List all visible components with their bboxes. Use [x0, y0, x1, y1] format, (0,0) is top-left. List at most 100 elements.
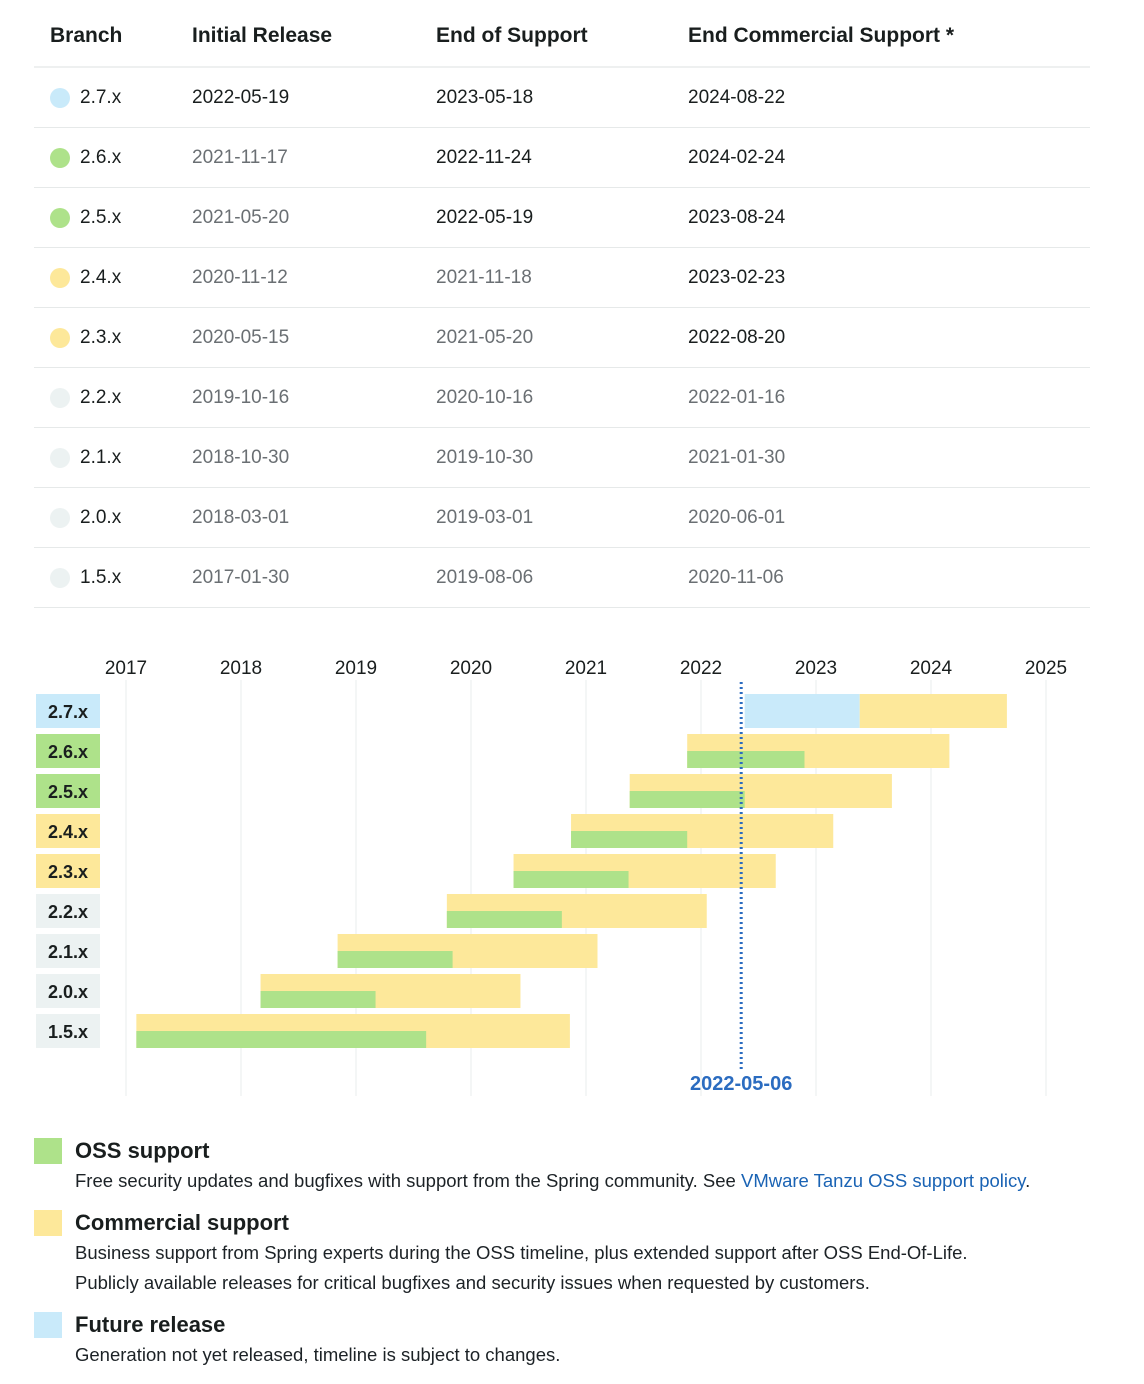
table-row: 2.5.x 2021-05-20 2022-05-19 2023-08-24	[34, 187, 1090, 248]
status-dot-icon	[50, 207, 70, 228]
status-dot-icon	[50, 267, 70, 288]
end-of-support-cell: 2019-08-06	[420, 547, 672, 608]
initial-release-cell: 2017-01-30	[176, 547, 420, 608]
legend-desc-commercial-2: Publicly available releases for critical…	[75, 1272, 870, 1293]
end-commercial-support-cell: 2020-06-01	[672, 487, 1090, 548]
legend-item-commercial: Commercial support Business support from…	[34, 1208, 1114, 1298]
end-commercial-support-cell: 2024-02-24	[672, 127, 1090, 188]
branch-cell: 2.5.x	[34, 187, 176, 248]
status-dot-icon	[50, 147, 70, 168]
timeline-branch-label: 2.6.x	[48, 742, 88, 762]
branch-label: 2.2.x	[80, 386, 122, 408]
oss-support-bar	[136, 1031, 427, 1048]
legend-item-future: Future release Generation not yet releas…	[34, 1310, 1114, 1370]
table-row: 2.7.x 2022-05-19 2023-05-18 2024-08-22	[34, 67, 1090, 128]
year-tick-label: 2018	[220, 658, 262, 679]
legend-desc-oss-text: Free security updates and bugfixes with …	[75, 1170, 741, 1191]
branch-cell: 1.5.x	[34, 547, 176, 608]
legend-desc-future: Generation not yet released, timeline is…	[75, 1344, 561, 1365]
timeline-branch-label: 2.3.x	[48, 862, 88, 882]
timeline-branch-box	[36, 1014, 100, 1048]
timeline-branch-box	[36, 774, 100, 808]
branch-label: 2.7.x	[80, 86, 122, 108]
year-tick-label: 2023	[795, 658, 837, 679]
timeline-branch-box	[36, 854, 100, 888]
oss-swatch	[34, 1138, 62, 1164]
oss-support-bar	[571, 831, 688, 848]
end-of-support-cell: 2019-03-01	[420, 487, 672, 548]
year-tick-label: 2019	[335, 658, 377, 679]
branch-label: 2.6.x	[80, 146, 122, 168]
initial-release-cell: 2020-05-15	[176, 307, 420, 368]
year-tick-label: 2020	[450, 658, 492, 679]
table-row: 2.2.x 2019-10-16 2020-10-16 2022-01-16	[34, 367, 1090, 428]
branch-cell-content: 2.1.x	[50, 447, 176, 469]
table-row: 1.5.x 2017-01-30 2019-08-06 2020-11-06	[34, 547, 1090, 608]
header-end-of-support: End of Support	[420, 6, 672, 68]
end-commercial-support-cell: 2021-01-30	[672, 427, 1090, 488]
oss-support-bar	[260, 991, 376, 1008]
branch-cell: 2.7.x	[34, 67, 176, 128]
timeline-branch-label: 2.7.x	[48, 702, 88, 722]
future-swatch	[34, 1312, 62, 1338]
timeline-chart: 2017 2018 2019 2020 2021 2022 2023 2024 2025 2.7.…	[36, 658, 1067, 1096]
branch-label: 2.4.x	[80, 266, 122, 288]
branch-cell-content: 2.5.x	[50, 207, 176, 229]
initial-release-cell: 2018-03-01	[176, 487, 420, 548]
initial-release-cell: 2021-05-20	[176, 187, 420, 248]
timeline-branch-box	[36, 694, 100, 728]
branch-label: 2.1.x	[80, 446, 122, 468]
status-dot-icon	[50, 87, 70, 108]
status-dot-icon	[50, 387, 70, 408]
timeline-branch-box	[36, 734, 100, 768]
end-of-support-cell: 2022-05-19	[420, 187, 672, 248]
branch-cell: 2.0.x	[34, 487, 176, 548]
end-of-support-cell: 2021-11-18	[420, 247, 672, 308]
end-commercial-support-cell: 2024-08-22	[672, 67, 1090, 128]
table-header-row: Branch Initial Release End of Support En…	[34, 6, 1090, 68]
status-dot-icon	[50, 327, 70, 348]
commercial-support-bar	[859, 694, 1007, 728]
initial-release-cell: 2022-05-19	[176, 67, 420, 128]
support-timeline: 2017 2018 2019 2020 2021 2022 2023 2024 2025 2.7.…	[0, 640, 1144, 1110]
branch-cell-content: 2.7.x	[50, 87, 176, 109]
timeline-branch-box	[36, 894, 100, 928]
oss-support-bar	[629, 791, 745, 808]
year-tick-label: 2024	[910, 658, 953, 679]
branch-cell: 2.2.x	[34, 367, 176, 428]
branch-label: 2.0.x	[80, 506, 122, 528]
timeline-branch-label: 2.4.x	[48, 822, 88, 842]
legend-title-future: Future release	[75, 1312, 226, 1337]
table-row: 2.3.x 2020-05-15 2021-05-20 2022-08-20	[34, 307, 1090, 368]
table-row: 2.6.x 2021-11-17 2022-11-24 2024-02-24	[34, 127, 1090, 188]
timeline-branch-label: 1.5.x	[48, 1022, 88, 1042]
branch-cell-content: 2.4.x	[50, 267, 176, 289]
legend-desc-oss-end: .	[1025, 1170, 1031, 1191]
branch-cell-content: 2.2.x	[50, 387, 176, 409]
legend-desc-oss: Free security updates and bugfixes with …	[75, 1166, 1114, 1196]
oss-support-policy-link[interactable]: VMware Tanzu OSS support policy	[740, 1170, 1026, 1191]
end-commercial-support-cell: 2020-11-06	[672, 547, 1090, 608]
branch-cell-content: 2.6.x	[50, 147, 176, 169]
table-row: 2.4.x 2020-11-12 2021-11-18 2023-02-23	[34, 247, 1090, 308]
year-tick-label: 2025	[1025, 658, 1067, 679]
branch-label: 2.5.x	[80, 206, 122, 228]
end-of-support-cell: 2019-10-30	[420, 427, 672, 488]
branch-cell-content: 1.5.x	[50, 567, 176, 589]
header-initial-release: Initial Release	[176, 6, 420, 68]
end-of-support-cell: 2023-05-18	[420, 67, 672, 128]
oss-support-bar	[337, 951, 453, 968]
today-marker-label: 2022-05-06	[690, 1073, 792, 1095]
commercial-swatch	[34, 1210, 62, 1236]
oss-support-bar	[687, 751, 805, 768]
timeline-branch-label: 2.2.x	[48, 902, 88, 922]
timeline-branch-box	[36, 934, 100, 968]
future-release-bar	[744, 694, 860, 728]
end-of-support-cell: 2022-11-24	[420, 127, 672, 188]
branch-cell: 2.1.x	[34, 427, 176, 488]
status-dot-icon	[50, 567, 70, 588]
header-branch: Branch	[34, 6, 176, 68]
oss-support-bar	[513, 871, 629, 888]
timeline-branch-label: 2.5.x	[48, 782, 88, 802]
timeline-branch-box	[36, 974, 100, 1008]
